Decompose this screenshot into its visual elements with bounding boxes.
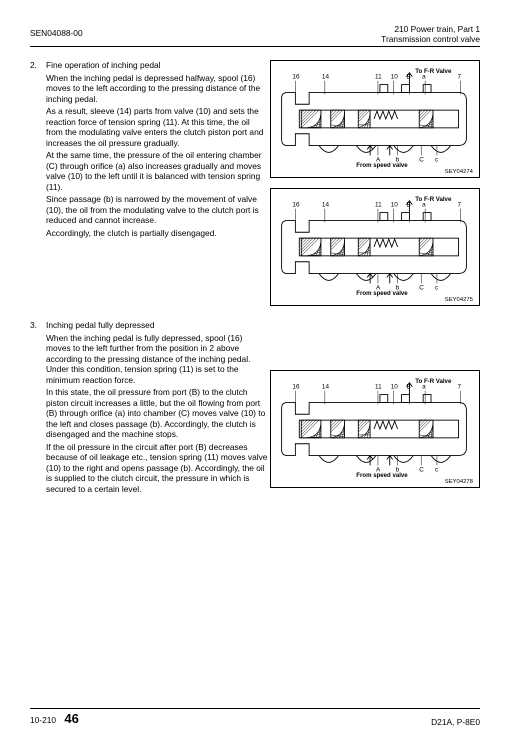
footer-model: D21A, P-8E0 xyxy=(431,717,480,728)
svg-text:A: A xyxy=(376,284,381,291)
svg-text:C: C xyxy=(419,156,424,163)
header-section-line2: Transmission control valve xyxy=(381,34,480,44)
svg-text:B: B xyxy=(406,202,410,209)
svg-text:A: A xyxy=(376,156,381,163)
svg-text:14: 14 xyxy=(322,202,330,209)
svg-text:c: c xyxy=(435,156,439,163)
svg-text:7: 7 xyxy=(458,202,462,209)
svg-text:7: 7 xyxy=(458,74,462,81)
svg-text:b: b xyxy=(396,284,400,291)
svg-text:b: b xyxy=(396,466,400,473)
section-body: Inching pedal fully depressed When the i… xyxy=(46,320,268,496)
svg-text:B: B xyxy=(406,384,410,391)
header-rule xyxy=(30,46,480,47)
svg-text:To F-R Valve: To F-R Valve xyxy=(415,196,452,203)
header-section-line1: 210 Power train, Part 1 xyxy=(381,24,480,34)
svg-text:To F-R Valve: To F-R Valve xyxy=(415,68,452,75)
paragraph: At the same time, the pressure of the oi… xyxy=(46,150,268,192)
header-section: 210 Power train, Part 1 Transmission con… xyxy=(381,24,480,44)
svg-text:16: 16 xyxy=(292,384,300,391)
svg-text:C: C xyxy=(419,284,424,291)
section-number: 3. xyxy=(30,320,46,496)
svg-text:A: A xyxy=(376,466,381,473)
svg-text:SEY04275: SEY04275 xyxy=(445,297,474,303)
footer-section-code: 10-210 xyxy=(30,715,56,725)
paragraph: If the oil pressure in the circuit after… xyxy=(46,442,268,495)
svg-text:b: b xyxy=(396,156,400,163)
page-content: 2. Fine operation of inching pedal When … xyxy=(30,60,480,701)
svg-text:14: 14 xyxy=(322,74,330,81)
valve-diagram-1: To F-R Valve From speed valve 16 14 11 10 Ba 7 A… xyxy=(270,60,480,178)
svg-text:16: 16 xyxy=(292,202,300,209)
footer-left: 10-210 46 xyxy=(30,711,79,727)
svg-text:7: 7 xyxy=(458,384,462,391)
svg-text:a: a xyxy=(422,384,426,391)
footer-rule xyxy=(30,708,480,709)
svg-text:a: a xyxy=(422,202,426,209)
svg-text:From speed valve: From speed valve xyxy=(356,472,408,479)
svg-text:From speed valve: From speed valve xyxy=(356,290,408,297)
svg-text:SEY04278: SEY04278 xyxy=(445,479,474,485)
svg-text:To F-R Valve: To F-R Valve xyxy=(415,378,452,385)
paragraph: When the inching pedal is depressed half… xyxy=(46,73,268,105)
svg-text:16: 16 xyxy=(292,74,300,81)
svg-text:a: a xyxy=(422,74,426,81)
svg-text:c: c xyxy=(435,466,439,473)
svg-text:11: 11 xyxy=(375,74,382,81)
header-doc-number: SEN04088-00 xyxy=(30,28,83,39)
svg-text:From speed valve: From speed valve xyxy=(356,162,408,169)
section-title: Fine operation of inching pedal xyxy=(46,60,268,71)
paragraph: Since passage (b) is narrowed by the mov… xyxy=(46,194,268,226)
section-body: Fine operation of inching pedal When the… xyxy=(46,60,268,240)
section-number: 2. xyxy=(30,60,46,240)
paragraph: As a result, sleeve (14) parts from valv… xyxy=(46,106,268,148)
valve-diagram-3: To F-R Valve From speed valve 16 14 11 10 Ba 7 A… xyxy=(270,370,480,488)
paragraph: In this state, the oil pressure from por… xyxy=(46,387,268,440)
svg-text:10: 10 xyxy=(391,74,399,81)
svg-text:10: 10 xyxy=(391,384,399,391)
svg-text:SEY04274: SEY04274 xyxy=(445,169,474,175)
svg-text:C: C xyxy=(419,466,424,473)
footer-page-number: 46 xyxy=(64,711,78,726)
svg-text:c: c xyxy=(435,284,439,291)
svg-text:B: B xyxy=(406,74,410,81)
svg-text:10: 10 xyxy=(391,202,399,209)
section-title: Inching pedal fully depressed xyxy=(46,320,268,331)
svg-text:11: 11 xyxy=(375,202,382,209)
paragraph: When the inching pedal is fully depresse… xyxy=(46,333,268,386)
svg-text:14: 14 xyxy=(322,384,330,391)
paragraph: Accordingly, the clutch is partially dis… xyxy=(46,228,268,239)
svg-text:11: 11 xyxy=(375,384,382,391)
valve-diagram-2: To F-R Valve From speed valve 16 14 11 10 Ba 7 A… xyxy=(270,188,480,306)
